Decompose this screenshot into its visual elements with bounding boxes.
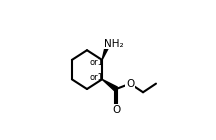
Text: O: O (112, 104, 120, 115)
Polygon shape (102, 42, 111, 60)
Text: O: O (126, 79, 134, 89)
Polygon shape (102, 79, 118, 91)
Text: or1: or1 (90, 73, 104, 82)
Text: NH₂: NH₂ (104, 39, 123, 49)
Text: or1: or1 (90, 58, 104, 67)
